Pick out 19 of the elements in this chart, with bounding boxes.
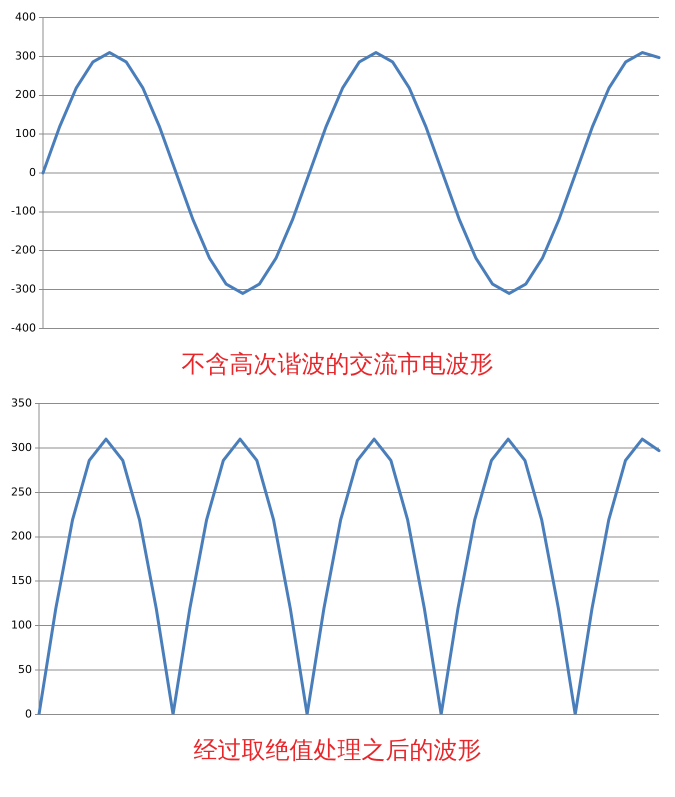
y-tick-label: 0 xyxy=(28,166,36,179)
y-tick-label: 300 xyxy=(10,440,32,454)
y-tick-label: 100 xyxy=(10,618,32,632)
y-tick-label: 0 xyxy=(24,707,32,720)
y-tick-label: 150 xyxy=(10,574,32,588)
text: 不含高次谐波的交流市电波形 xyxy=(180,349,494,380)
y-tick-label: -200 xyxy=(10,244,36,257)
y-tick-label: 50 xyxy=(18,662,32,676)
y-tick-label: -400 xyxy=(10,321,36,334)
text: 经过取绝值处理之后的波形 xyxy=(192,735,482,766)
y-tick-label: 350 xyxy=(10,396,32,410)
y-tick-label: 200 xyxy=(14,88,36,102)
y-tick-label: 200 xyxy=(10,530,32,543)
y-tick-label: -100 xyxy=(10,204,36,218)
y-tick-label: 100 xyxy=(14,127,36,140)
y-tick-label: 400 xyxy=(14,10,36,24)
y-tick-label: 300 xyxy=(14,49,36,62)
y-tick-label: 250 xyxy=(10,485,32,498)
y-tick-label: -300 xyxy=(10,282,36,296)
